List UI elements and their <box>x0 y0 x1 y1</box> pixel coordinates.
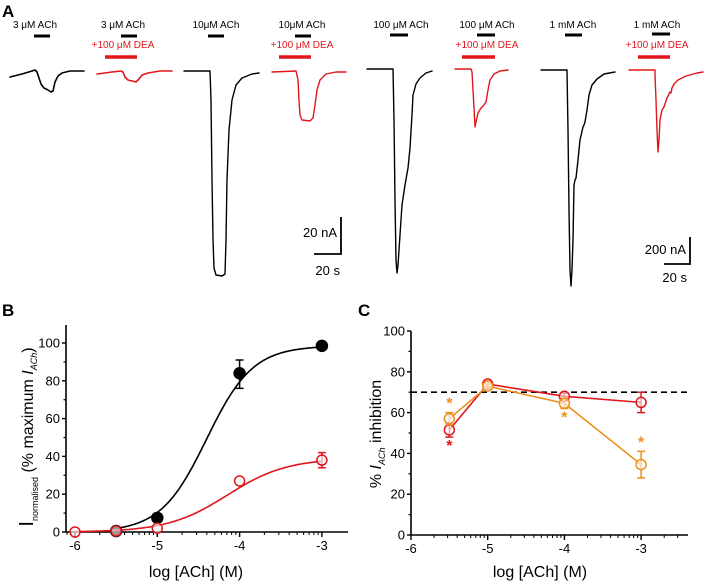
panel-c-data-point <box>558 397 571 410</box>
panel-c-y-tick-label: 20 <box>391 487 405 502</box>
trace-1-agonist-label: 3 μM ACh <box>101 20 145 31</box>
y-title-italic-subscript: ACh <box>377 447 387 466</box>
panel-b-data-point <box>233 366 246 380</box>
panel-c-x-tick-label: -6 <box>405 541 417 556</box>
panel-c-significance-marker: * <box>446 396 453 413</box>
panel-c-x-tick-label: -4 <box>559 541 571 556</box>
panel-c-y-tick-label: 40 <box>391 446 405 461</box>
panel-c-data-point <box>635 396 647 409</box>
panel-b-x-tick-label: -5 <box>152 538 164 553</box>
panel-c-data-point <box>481 380 494 392</box>
current-trace-1mM-ach-dea <box>628 69 704 153</box>
panel-b-data-point <box>315 339 329 353</box>
current-trace-100uM-ach-dea <box>454 68 509 128</box>
panel-b-data-point <box>69 526 81 538</box>
panel-c-y-axis-title: % IACh inhibition <box>368 380 387 488</box>
panel-letter-a: A <box>2 2 14 21</box>
panel-c-x-tick-label: -3 <box>635 541 647 556</box>
panel-b-y-axis-title: Inormalised (% maximum IACh) <box>16 347 40 526</box>
y-title-subscript: normalised <box>30 477 40 521</box>
panel-b-data-point <box>151 522 164 534</box>
scale-bar-current-label: 20 nA <box>303 225 337 240</box>
panel-c-chart: log [ACh] (M) % IACh inhibition 0 20 40 60 8… <box>368 324 688 581</box>
scale-bar-time-label: 20 s <box>662 270 687 285</box>
y-title-close: ) <box>20 347 37 352</box>
panel-c-y-tick-label: 60 <box>391 405 405 420</box>
panel-a-traces: 3 μM ACh 3 μM ACh +100 μM DEA 10μM ACh 1… <box>9 20 704 287</box>
panel-b-data-point <box>233 475 246 487</box>
trace-5-agonist-label: 100 μM ACh <box>459 20 514 31</box>
trace-5-modulator-label: +100 μM DEA <box>456 40 519 51</box>
trace-2-agonist-label: 10μM ACh <box>193 20 240 31</box>
trace-3-modulator-label: +100 μM DEA <box>271 40 334 51</box>
panel-b-y-tick-label: 100 <box>38 336 60 351</box>
panel-c-series-line <box>448 383 642 431</box>
panel-c-significance-marker: * <box>638 434 645 451</box>
panel-c-x-axis-title: log [ACh] (M) <box>493 564 587 581</box>
trace-6-agonist-label: 1 mM ACh <box>550 20 597 31</box>
panel-c-y-tick-label: 100 <box>383 324 405 339</box>
y-title-italic-subscript: ACh <box>29 353 39 372</box>
y-title-italic: I <box>368 464 385 469</box>
panel-b-fit-curve <box>73 460 322 533</box>
panel-b-y-tick-label: 60 <box>46 411 60 426</box>
trace-1-modulator-label: +100 μM DEA <box>92 40 155 51</box>
panel-c-y-tick-label: 0 <box>398 528 405 543</box>
current-trace-100uM-ach <box>366 68 433 274</box>
panel-b-y-tick-label: 20 <box>46 487 60 502</box>
panel-c-significance-marker: * <box>446 438 453 455</box>
panel-b-chart: log [ACh] (M) Inormalised (% maximum IAC… <box>16 325 348 581</box>
y-title-rest: (% maximum <box>20 375 37 477</box>
panel-b-data-point <box>151 511 164 525</box>
y-title-italic: I <box>20 370 37 375</box>
trace-0-agonist-label: 3 μM ACh <box>13 20 57 31</box>
panel-b-y-tick-label: 0 <box>53 525 60 540</box>
scale-bar-20nA-20s <box>314 217 342 255</box>
panel-c-data-point <box>443 412 456 425</box>
current-trace-10uM-ach <box>183 70 260 277</box>
scale-bar-current-label: 200 nA <box>645 242 687 257</box>
trace-7-modulator-label: +100 μM DEA <box>626 40 689 51</box>
panel-b-y-tick-label: 40 <box>46 449 60 464</box>
panel-b-x-axis-title: log [ACh] (M) <box>149 564 243 581</box>
current-trace-10uM-ach-dea <box>271 70 347 122</box>
panel-letter-c: C <box>358 301 370 320</box>
y-title-suffix: inhibition <box>368 380 385 448</box>
panel-b-fit-curve <box>114 346 322 530</box>
panel-b-y-tick-label: 80 <box>46 373 60 388</box>
panel-c-significance-marker: * <box>561 410 568 427</box>
panel-b-data-point <box>110 525 122 537</box>
y-title-main: I <box>16 521 38 527</box>
scale-bar-200nA-20s <box>664 237 691 265</box>
panel-c-x-tick-label: -5 <box>482 541 494 556</box>
current-trace-3uM-ach-dea <box>96 70 173 83</box>
current-trace-3uM-ach <box>9 69 85 93</box>
panel-b-x-tick-label: -6 <box>69 538 81 553</box>
panel-b-x-tick-label: -3 <box>316 538 328 553</box>
trace-3-agonist-label: 10μM ACh <box>279 20 326 31</box>
current-trace-1mM-ach <box>540 69 616 287</box>
panel-c-data-point <box>443 424 456 436</box>
panel-c-series-line <box>448 385 642 466</box>
y-title-prefix: % <box>368 469 385 488</box>
panel-c-data-point <box>635 458 647 471</box>
panel-b-data-point <box>316 454 328 466</box>
trace-4-agonist-label: 100 μM ACh <box>373 20 428 31</box>
panel-letter-b: B <box>2 301 14 320</box>
scale-bar-time-label: 20 s <box>315 263 340 278</box>
panel-c-y-tick-label: 80 <box>391 364 405 379</box>
trace-7-agonist-label: 1 mM ACh <box>634 20 681 31</box>
panel-b-x-tick-label: -4 <box>234 538 246 553</box>
